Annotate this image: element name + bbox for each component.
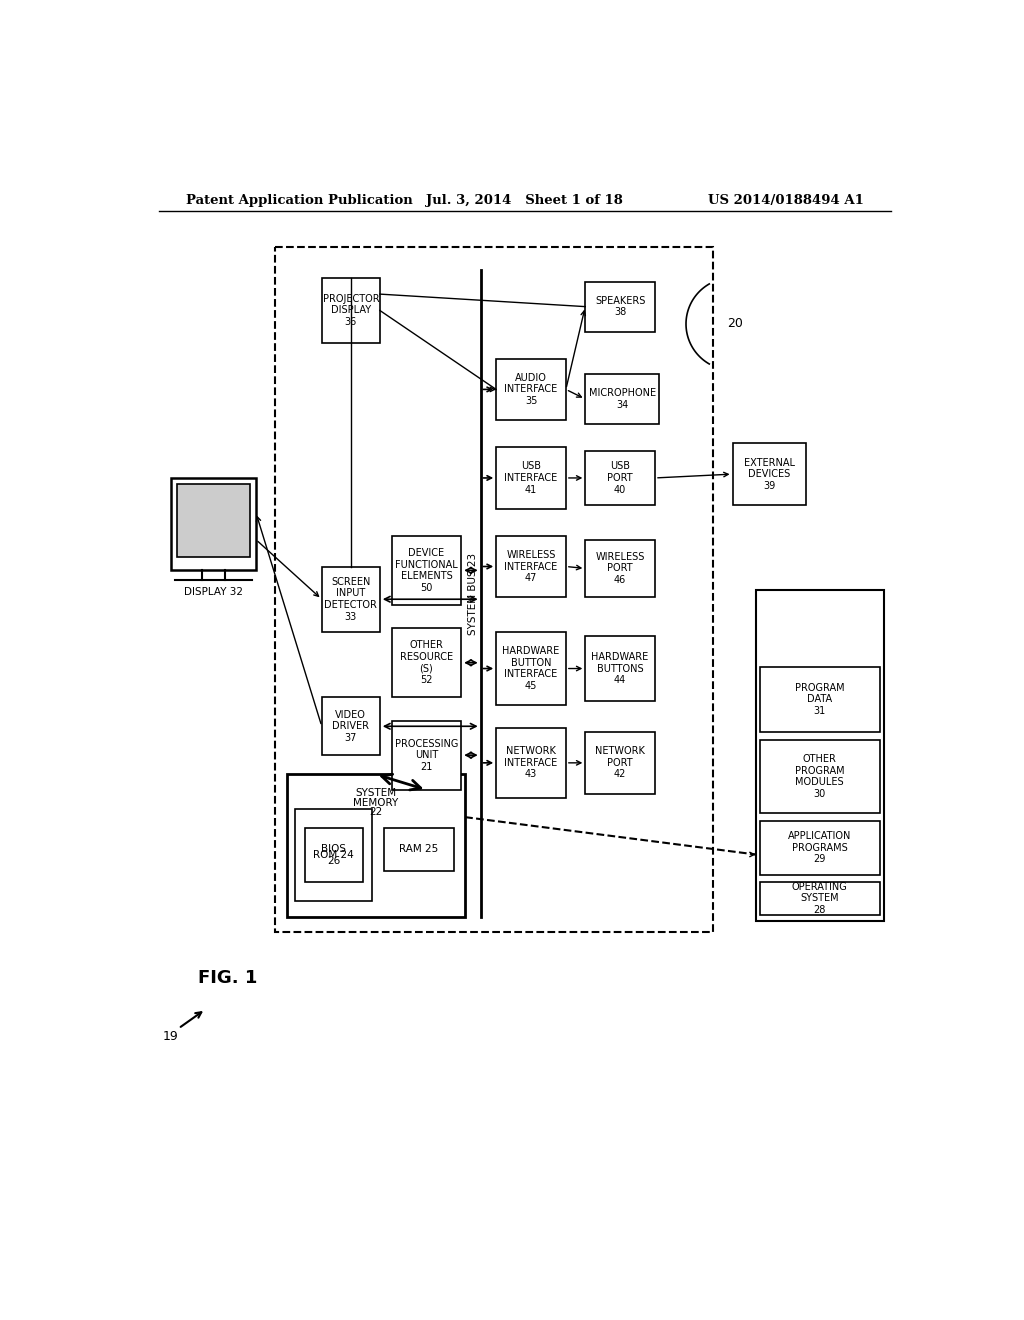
Bar [496,447,566,508]
Text: MEMORY: MEMORY [353,797,398,808]
Text: Patent Application Publication: Patent Application Publication [186,194,413,207]
Bar [322,566,380,632]
Text: HARDWARE
BUTTON
INTERFACE
45: HARDWARE BUTTON INTERFACE 45 [503,645,560,690]
Text: AUDIO
INTERFACE
35: AUDIO INTERFACE 35 [505,372,558,407]
Bar [305,829,362,882]
Bar [756,590,884,921]
Text: DEVICE
FUNCTIONAL
ELEMENTS
50: DEVICE FUNCTIONAL ELEMENTS 50 [395,548,458,593]
Bar [496,632,566,705]
Bar [760,739,880,813]
Bar [586,451,655,504]
Text: Jul. 3, 2014   Sheet 1 of 18: Jul. 3, 2014 Sheet 1 of 18 [426,194,624,207]
Text: BIOS
26: BIOS 26 [322,845,346,866]
Bar [732,444,806,506]
Text: MICROPHONE
34: MICROPHONE 34 [589,388,655,409]
Text: PROJECTOR
DISPLAY
36: PROJECTOR DISPLAY 36 [323,294,379,327]
Bar [391,628,461,697]
Text: PROCESSING
UNIT
21: PROCESSING UNIT 21 [394,739,458,772]
Bar [322,277,380,343]
Text: 22: 22 [370,807,383,817]
Bar [586,540,655,597]
Text: FIG. 1: FIG. 1 [198,969,257,987]
Text: OTHER
PROGRAM
MODULES
30: OTHER PROGRAM MODULES 30 [795,754,845,799]
Text: APPLICATION
PROGRAMS
29: APPLICATION PROGRAMS 29 [788,832,851,865]
Bar [384,829,454,871]
Text: EXTERNAL
DEVICES
39: EXTERNAL DEVICES 39 [743,458,795,491]
Bar [171,478,256,570]
Text: USB
PORT
40: USB PORT 40 [607,462,633,495]
Bar [586,374,658,424]
Bar [295,809,372,902]
Bar [391,721,461,789]
Text: US 2014/0188494 A1: US 2014/0188494 A1 [709,194,864,207]
Text: WIRELESS
INTERFACE
47: WIRELESS INTERFACE 47 [505,550,558,583]
Text: PROGRAM
DATA
31: PROGRAM DATA 31 [795,682,845,715]
Bar [177,484,250,557]
Text: SYSTEM BUS 23: SYSTEM BUS 23 [468,552,478,635]
Bar [760,667,880,733]
Text: VIDEO
DRIVER
37: VIDEO DRIVER 37 [333,710,370,743]
Text: OTHER
RESOURCE
(S)
52: OTHER RESOURCE (S) 52 [399,640,453,685]
Text: HARDWARE
BUTTONS
44: HARDWARE BUTTONS 44 [592,652,649,685]
Text: RAM 25: RAM 25 [399,845,438,854]
Bar [586,636,655,701]
Bar [586,733,655,793]
Bar [391,536,461,605]
Text: 19: 19 [163,1030,178,1043]
Bar [322,697,380,755]
Bar [496,729,566,797]
Text: NETWORK
PORT
42: NETWORK PORT 42 [595,746,645,779]
Bar [586,281,655,331]
Bar [496,359,566,420]
Bar [760,882,880,915]
Text: 20: 20 [727,317,743,330]
Text: WIRELESS
PORT
46: WIRELESS PORT 46 [595,552,645,585]
Text: OPERATING
SYSTEM
28: OPERATING SYSTEM 28 [792,882,848,915]
Text: SYSTEM: SYSTEM [355,788,396,799]
Text: SPEAKERS
38: SPEAKERS 38 [595,296,645,317]
Bar [275,247,713,932]
Text: ROM 24: ROM 24 [313,850,353,861]
Text: SCREEN
INPUT
DETECTOR
33: SCREEN INPUT DETECTOR 33 [325,577,377,622]
Bar [760,821,880,874]
Bar [496,536,566,597]
Bar [287,775,465,917]
Text: USB
INTERFACE
41: USB INTERFACE 41 [505,462,558,495]
Text: NETWORK
INTERFACE
43: NETWORK INTERFACE 43 [505,746,558,779]
Text: DISPLAY 32: DISPLAY 32 [183,587,243,597]
